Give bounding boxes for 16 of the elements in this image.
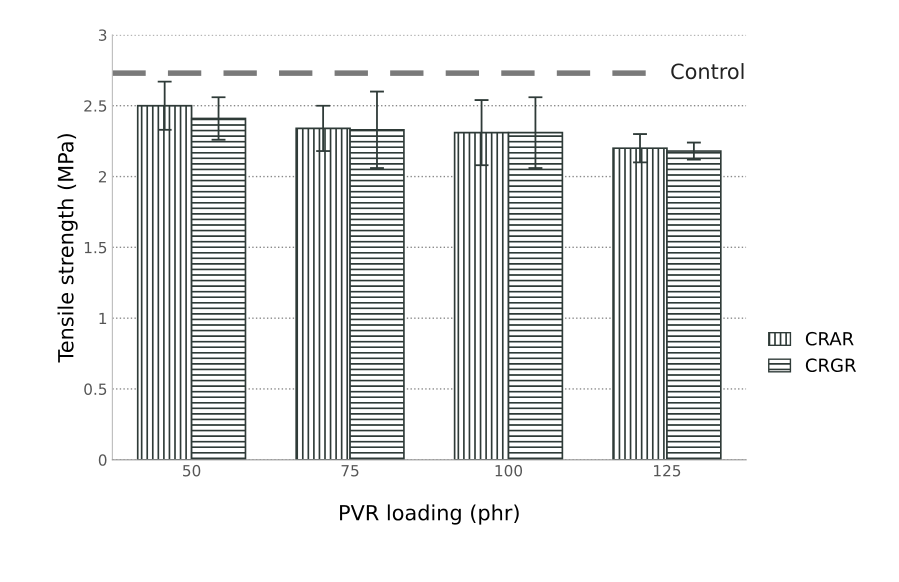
- y-axis-title: Tensile strength (MPa): [58, 134, 78, 362]
- x-tick-label: 100: [496, 464, 522, 476]
- y-tick-label: 0.5: [84, 383, 106, 395]
- y-tick-label: 3: [98, 29, 106, 41]
- x-tick-label: 75: [342, 465, 358, 476]
- x-axis-title: PVR loading (phr): [340, 504, 519, 525]
- y-tick-label: 2: [98, 171, 106, 182]
- legend-label: CRGR: [806, 358, 856, 372]
- legend-label: CRAR: [806, 332, 854, 346]
- y-tick-label: 1: [99, 312, 106, 324]
- y-tick-label: 1.5: [84, 242, 106, 254]
- ref-line-label: Control: [671, 63, 744, 80]
- y-tick-label: 0: [98, 454, 106, 466]
- x-tick-label: 50: [183, 464, 200, 476]
- x-tick-label: 125: [654, 464, 680, 476]
- y-tick-label: 2.5: [84, 100, 106, 112]
